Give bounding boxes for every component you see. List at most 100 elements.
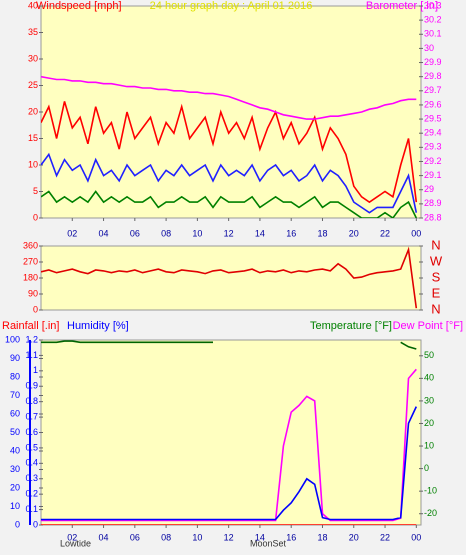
y3-tick-label: 0.6 <box>25 427 38 437</box>
y2-tick-label: 29.2 <box>424 156 442 166</box>
y3-tick-label: 0.7 <box>25 411 38 421</box>
y-tick-label: 360 <box>23 240 38 250</box>
x-tick-label: 08 <box>161 228 171 238</box>
series-line <box>41 406 418 521</box>
y2-tick-label: N <box>431 301 440 316</box>
y-tick-label: 70 <box>10 390 20 400</box>
y2-tick-label: -20 <box>424 508 437 518</box>
y3-tick-label: 0.8 <box>25 396 38 406</box>
y-axis-title: Humidity [%] <box>67 320 129 332</box>
chart-title: 24 hour graph day : April 01 2016 <box>150 0 313 12</box>
x-tick-label: 20 <box>349 532 359 542</box>
x-tick-label: 02 <box>67 532 77 542</box>
x-tick-label: 04 <box>99 532 109 542</box>
series-line <box>41 340 417 350</box>
x-tick-label: 08 <box>161 532 171 542</box>
y-tick-label: 40 <box>28 0 38 10</box>
y2-tick-label: W <box>430 253 443 268</box>
y-tick-label: 80 <box>10 371 20 381</box>
y-tick-label: 90 <box>10 353 20 363</box>
y-tick-label: 40 <box>10 445 20 455</box>
y2-tick-label: N <box>431 237 440 252</box>
y2-tick-label: 30 <box>424 43 434 53</box>
y3-tick-label: 0.1 <box>25 504 38 514</box>
annotation: Lowtide <box>60 538 91 548</box>
y-tick-label: 30 <box>28 53 38 63</box>
x-tick-label: 10 <box>192 532 202 542</box>
y3-tick-label: 1 <box>33 365 38 375</box>
y3-tick-label: 1.1 <box>25 350 38 360</box>
y-tick-label: 0 <box>33 212 38 222</box>
x-tick-label: 12 <box>224 228 234 238</box>
y-tick-label: 0 <box>33 304 38 314</box>
x-tick-label: 02 <box>67 228 77 238</box>
x-tick-label: 00 <box>411 532 421 542</box>
y-tick-label: 10 <box>28 159 38 169</box>
x-tick-label: 18 <box>317 228 327 238</box>
y3-tick-label: 0 <box>33 519 38 529</box>
y2-tick-label: 30.2 <box>424 15 442 25</box>
y3-tick-label: 0.9 <box>25 381 38 391</box>
x-tick-label: 18 <box>317 532 327 542</box>
x-tick-label: 14 <box>255 532 265 542</box>
y3-tick-label: 0.5 <box>25 442 38 452</box>
y2-tick-label: 0 <box>424 463 429 473</box>
x-tick-label: 06 <box>130 228 140 238</box>
y2-axis-title: Temperature [°F] <box>310 320 392 332</box>
y2-tick-label: 30.3 <box>424 0 442 10</box>
series-line <box>41 152 418 214</box>
y-tick-label: 0 <box>15 519 20 529</box>
y2-tick-label: 28.8 <box>424 212 442 222</box>
y2-tick-label: 29.5 <box>424 113 442 123</box>
series-line <box>41 368 417 522</box>
y-tick-label: 25 <box>28 80 38 90</box>
plot-area <box>40 339 422 526</box>
y2-tick-label: 30.1 <box>424 29 442 39</box>
y2-tick-label: 29.7 <box>424 85 442 95</box>
y-tick-label: 20 <box>10 482 20 492</box>
y-tick-label: 30 <box>10 464 20 474</box>
annotation: MoonSet <box>250 538 287 548</box>
y2-tick-label: 28.9 <box>424 198 442 208</box>
y-tick-label: 10 <box>10 501 20 511</box>
x-tick-label: 04 <box>99 228 109 238</box>
series-line <box>41 190 418 218</box>
x-tick-label: 20 <box>349 228 359 238</box>
y4-axis-title: Dew Point [°F] <box>393 320 463 332</box>
y2-tick-label: 29 <box>424 184 434 194</box>
x-tick-label: 10 <box>192 228 202 238</box>
y-tick-label: 5 <box>33 186 38 196</box>
y2-tick-label: S <box>432 269 441 284</box>
y2-tick-label: 29.6 <box>424 99 442 109</box>
y-tick-label: 35 <box>28 27 38 37</box>
x-tick-label: 14 <box>255 228 265 238</box>
y2-tick-label: 20 <box>424 418 434 428</box>
x-tick-label: 16 <box>286 532 296 542</box>
y2-tick-label: 29.9 <box>424 57 442 67</box>
y2-tick-label: 29.4 <box>424 128 442 138</box>
y-tick-label: 20 <box>28 106 38 116</box>
y-axis-title: Windspeed [mph] <box>36 0 122 12</box>
y2-tick-label: 50 <box>424 350 434 360</box>
y-tick-label: 270 <box>23 256 38 266</box>
y2-tick-label: -10 <box>424 486 437 496</box>
series-line <box>41 246 418 309</box>
x-tick-label: 16 <box>286 228 296 238</box>
y3-tick-label: 1.2 <box>25 334 38 344</box>
y-tick-label: 60 <box>10 408 20 418</box>
y2-tick-label: E <box>432 285 441 300</box>
y2-tick-label: 40 <box>424 373 434 383</box>
x-tick-label: 06 <box>130 532 140 542</box>
y-tick-label: 90 <box>28 288 38 298</box>
x-tick-label: 22 <box>380 228 390 238</box>
y2-tick-label: 29.3 <box>424 142 442 152</box>
y2-tick-label: 29.8 <box>424 71 442 81</box>
y2-tick-label: 30 <box>424 395 434 405</box>
y2-axis-title: Barometer [.in] <box>366 0 438 12</box>
y3-tick-label: 0.4 <box>25 458 38 468</box>
y-tick-label: 100 <box>5 334 20 344</box>
plot-area <box>40 245 422 311</box>
y2-tick-label: 29.1 <box>424 170 442 180</box>
y3-tick-label: 0.2 <box>25 489 38 499</box>
y3-tick-label: 0.3 <box>25 473 38 483</box>
